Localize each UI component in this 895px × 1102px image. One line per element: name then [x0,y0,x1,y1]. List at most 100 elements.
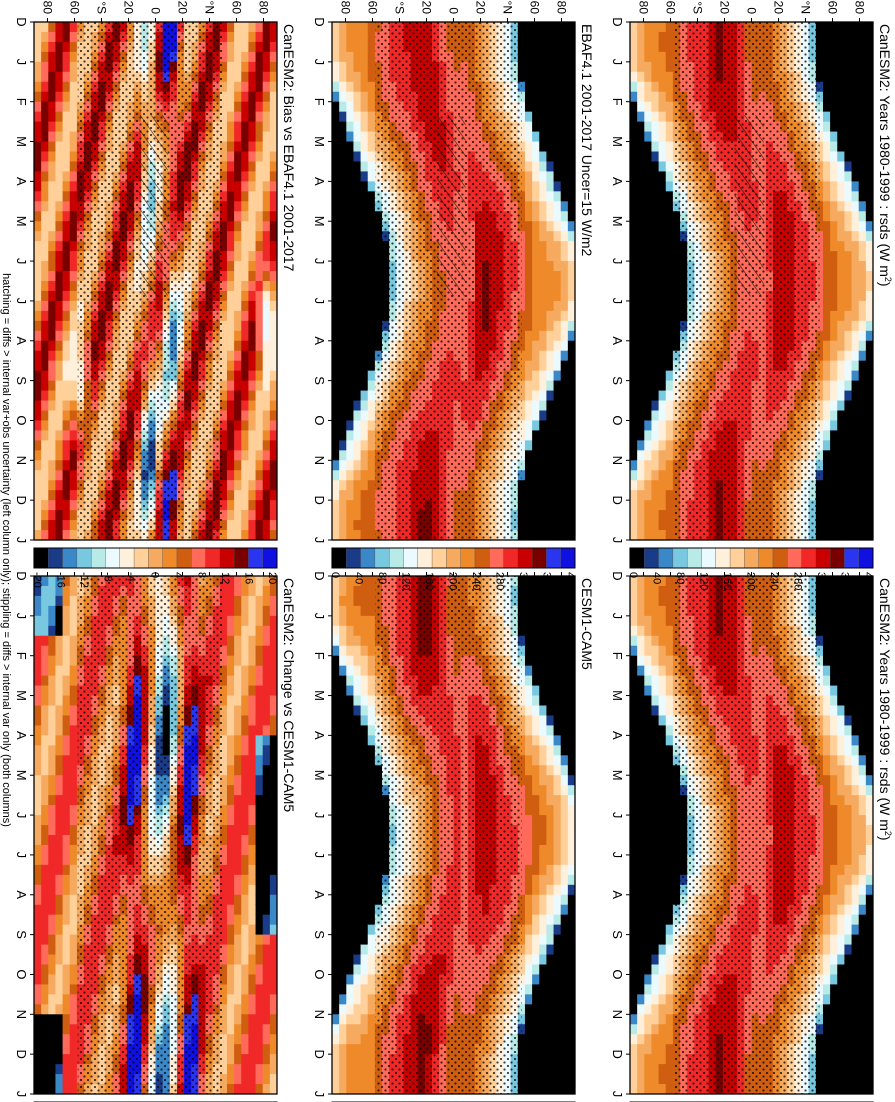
month-tick-label: M [610,690,625,701]
latitude-tick-label: °N [799,1,813,14]
colorbar-label: 240 [470,572,482,590]
month-tick-label: O [14,415,29,425]
panel-obs-x-axis: D J F M A M J J A S O N D J [312,17,332,543]
month-tick-label: D [610,17,625,26]
colorbar-label: 40 [353,572,365,584]
latitude-tick-label: 20 [420,1,434,15]
colorbar-label: 400 [564,572,576,590]
panel-bias: D J F M A M J J A S O N D J 80 60 °N 20 0 20 °S 60 80 [14,1,278,543]
panel-model-left-y-axis: 80 60 °N 20 0 20 °S 60 80 [637,1,867,22]
panel-bias-y-axis: 80 60 °N 20 0 20 °S 60 80 [41,1,271,22]
panel-ref-model-stippling [375,576,522,1094]
month-tick-label: J [14,298,29,305]
month-tick-label: M [610,216,625,227]
month-tick-label: J [312,537,327,544]
panel-model-left-x-axis: D J F M A M J J A S O N D J [610,17,630,543]
latitude-tick-label: °N [501,1,515,14]
colorbar-label: 280 [792,572,804,590]
colorbar-label: 280 [494,572,506,590]
panel-title-change: CanESM2: Change vs CESM1-CAM5 [281,578,297,812]
colorbar-label: 160 [721,572,733,590]
panel-title-bias: CanESM2: Bias vs EBAF4.1 2001-2017 [281,24,297,272]
month-tick-label: A [610,336,625,345]
month-tick-label: M [312,136,327,147]
colorbar-label: 400 [862,572,874,590]
colorbar-label: 0 [329,572,341,578]
month-tick-label: D [312,571,327,580]
panel-obs: D J F M A M J J A S O N D J 80 60 °N 20 0 20 °S 60 80 [312,1,576,543]
month-tick-label: D [312,1049,327,1058]
month-tick-label: J [312,613,327,620]
month-tick-label: A [312,890,327,899]
colorbar-label: -8 [102,572,114,582]
latitude-tick-label: 60 [664,1,678,15]
colorbar-label: 120 [400,572,412,590]
month-tick-label: N [610,456,625,465]
month-tick-label: D [312,17,327,26]
month-tick-label: J [610,59,625,66]
month-tick-label: O [312,969,327,979]
month-tick-label: D [14,17,29,26]
colorbar-label: 240 [768,572,780,590]
latitude-tick-label: 20 [176,1,190,15]
month-tick-label: M [14,216,29,227]
month-tick-label: M [14,770,29,781]
month-tick-label: A [14,890,29,899]
month-tick-label: J [610,812,625,819]
panel-title-model-right: CanESM2: Years 1980-1999 : rsds (W m2) [877,578,893,841]
month-tick-label: O [14,969,29,979]
colorbar-label: 200 [745,572,757,590]
month-tick-label: A [312,177,327,186]
month-tick-label: O [610,969,625,979]
month-tick-label: J [312,852,327,859]
panel-title-model-left: CanESM2: Years 1980-1999 : rsds (W m2) [877,24,893,287]
panel-bias-x-axis: D J F M A M J J A S O N D J [14,17,34,543]
month-tick-label: D [312,495,327,504]
panel-title-ref-model: CESM1-CAM5 [579,578,595,670]
latitude-tick-label: °S [95,1,109,14]
latitude-tick-label: 20 [772,1,786,15]
latitude-tick-label: °S [691,1,705,14]
month-tick-label: S [14,376,29,385]
month-tick-label: N [610,1010,625,1019]
panel-obs-y-axis: 80 60 °N 20 0 20 °S 60 80 [339,1,569,22]
colorbar-label: 320 [815,572,827,590]
colorbar-label: 160 [423,572,435,590]
month-tick-label: J [312,59,327,66]
month-tick-label: N [14,1010,29,1019]
month-tick-label: F [14,652,29,660]
month-tick-label: S [610,930,625,939]
month-tick-label: J [312,258,327,265]
month-tick-label: M [312,770,327,781]
colorbar-label: 320 [517,572,529,590]
month-tick-label: N [312,1010,327,1019]
month-tick-label: S [610,376,625,385]
panel-change-stippling [77,576,224,1094]
month-tick-label: S [14,930,29,939]
month-tick-label: S [312,376,327,385]
colorbar-label: 360 [839,572,851,590]
latitude-tick-label: °N [203,1,217,14]
colorbar-label: 80 [376,572,388,584]
month-tick-label: J [610,1091,625,1098]
panel-obs-hatching [436,115,466,297]
colorbar-label: 0 [627,572,639,578]
month-tick-label: A [312,731,327,740]
month-tick-label: J [14,812,29,819]
month-tick-label: A [610,890,625,899]
colorbar-label: 20 [266,572,278,584]
month-tick-label: M [312,690,327,701]
panel-bias-hatching [138,115,168,297]
month-tick-label: F [14,98,29,106]
colorbar-label: -20 [31,572,43,588]
month-tick-label: D [610,495,625,504]
panel-model-right-x-axis: D J F M A M J J A S O N D J [610,571,630,1097]
panel-change-x-axis: D J F M A M J J A S O N D J [14,571,34,1097]
month-tick-label: J [610,537,625,544]
